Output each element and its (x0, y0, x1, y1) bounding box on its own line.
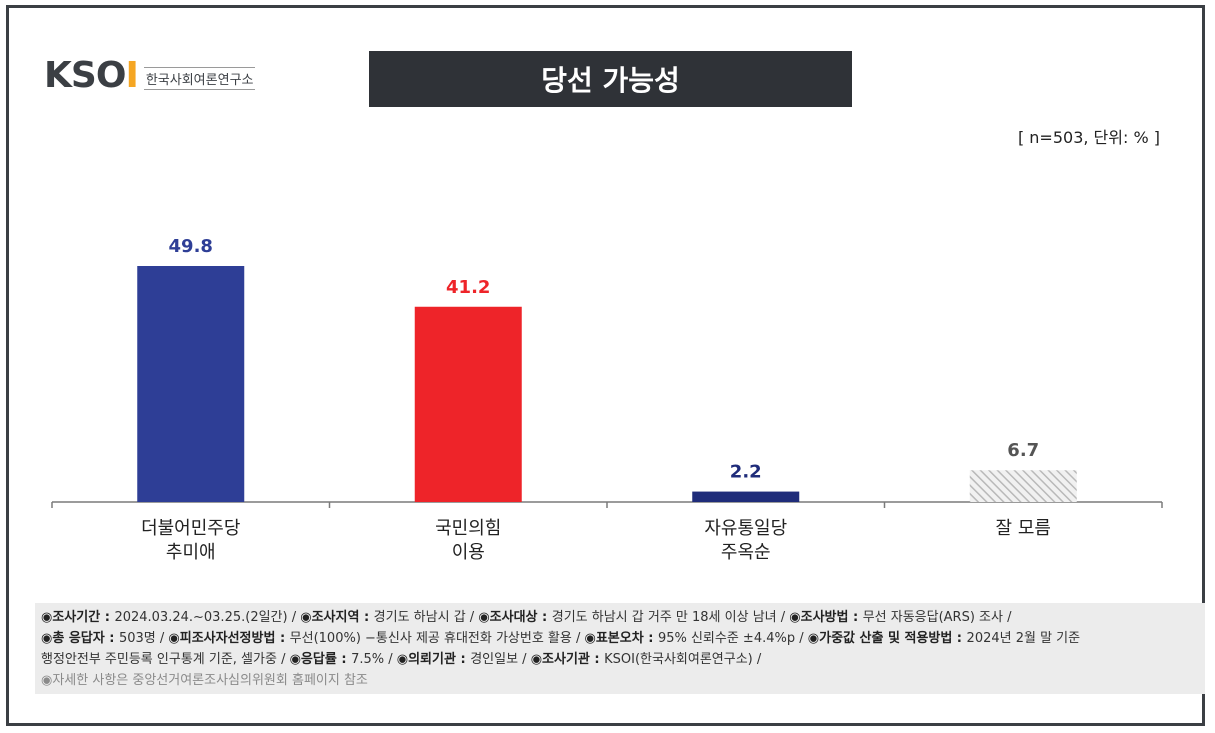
footnote-key: ◉조사방법 : (789, 610, 863, 625)
survey-footnote: ◉조사기간 : 2024.03.24.~03.25.(2일간) / ◉조사지역 … (35, 603, 1205, 694)
data-label: 41.2 (446, 277, 490, 298)
footnote-value: 503명 / (118, 631, 169, 646)
category-label: 국민의힘 (435, 518, 501, 539)
ksoi-logo: KSOI 한국사회여론연구소 (44, 55, 256, 96)
footnote-value: 7.5% / (351, 652, 397, 667)
footnote-key: ◉조사기관 : (530, 652, 605, 667)
footnote-value: 무선(100%) −통신사 제공 휴대전화 가상번호 활용 / (289, 631, 585, 646)
bar (414, 306, 522, 502)
footnote-line-3: 행정안전부 주민등록 인구통계 기준, 셀가중 / ◉응답률 : 7.5% / … (41, 649, 1199, 670)
category-label: 이용 (452, 542, 485, 563)
chart-title: 당선 가능성 (369, 51, 852, 107)
footnote-value: 행정안전부 주민등록 인구통계 기준, 셀가중 / (41, 652, 290, 667)
footnote-key: ◉조사대상 : (478, 610, 552, 625)
footnote-value: 경기도 하남시 갑 / (373, 610, 479, 625)
category-label: 잘 모름 (996, 518, 1051, 539)
category-label: 더불어민주당 (141, 518, 240, 539)
footnote-key: ◉응답률 : (289, 652, 352, 667)
bar (137, 266, 245, 502)
footnote-key: ◉표본오차 : (584, 631, 658, 646)
logo-subtitle: 한국사회여론연구소 (143, 67, 256, 90)
footnote-key: ◉의뢰기관 : (396, 652, 471, 667)
category-label: 추미애 (166, 542, 216, 563)
footnote-value: 경인일보 / (470, 652, 531, 667)
footnote-line-2: ◉총 응답자 : 503명 / ◉피조사자선정방법 : 무선(100%) −통신… (41, 628, 1199, 649)
category-label: 주옥순 (721, 542, 771, 563)
footnote-line-4: ◉자세한 사항은 중앙선거여론조사심의위원회 홈페이지 참조 (41, 673, 368, 688)
bar (969, 470, 1077, 502)
logo-mark: KSOI (44, 55, 139, 96)
bar (692, 491, 800, 502)
data-label: 49.8 (169, 236, 213, 257)
category-label: 자유통일당 (704, 518, 787, 539)
footnote-value: KSOI(한국사회여론연구소) / (604, 652, 762, 667)
footnote-line-1: ◉조사기간 : 2024.03.24.~03.25.(2일간) / ◉조사지역 … (41, 607, 1199, 628)
footnote-value: 무선 자동응답(ARS) 조사 / (862, 610, 1012, 625)
footnote-key: ◉조사기간 : (41, 610, 115, 625)
unit-note: [ n=503, 단위: % ] (1017, 128, 1160, 147)
footnote-key: ◉피조사자선정방법 : (168, 631, 290, 646)
footnote-key: ◉총 응답자 : (41, 631, 119, 646)
footnote-value: 경기도 하남시 갑 거주 만 18세 이상 남녀 / (551, 610, 790, 625)
footnote-value: 95% 신뢰수준 ±4.4%p / (657, 631, 808, 646)
data-label: 6.7 (1007, 440, 1039, 461)
footnote-value: 2024년 2월 말 기준 (966, 631, 1081, 646)
footnote-key: ◉가중값 산출 및 적용방법 : (807, 631, 967, 646)
data-label: 2.2 (730, 462, 762, 483)
footnote-value: 2024.03.24.~03.25.(2일간) / (114, 610, 301, 625)
footnote-key: ◉조사지역 : (300, 610, 374, 625)
